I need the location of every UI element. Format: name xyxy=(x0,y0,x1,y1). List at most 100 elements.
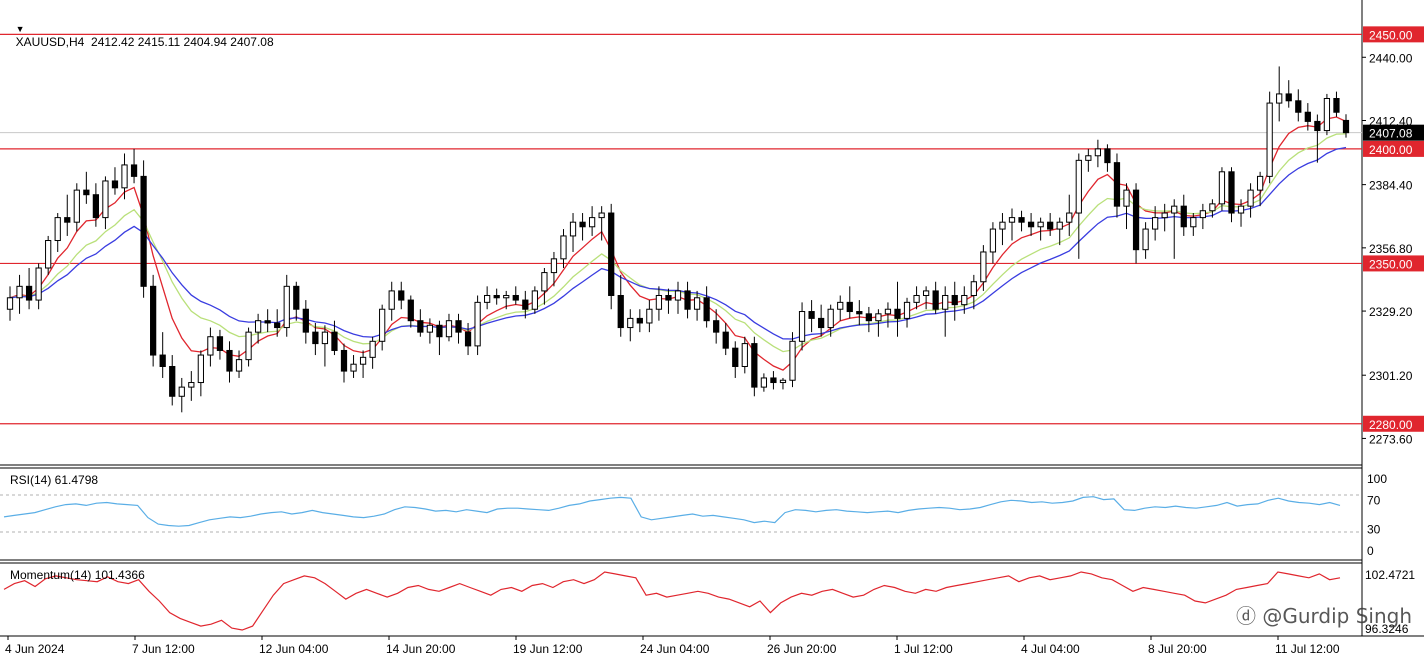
candle xyxy=(235,350,243,378)
candle-body xyxy=(445,320,453,338)
candle-body xyxy=(45,240,52,269)
rsi-scale-label: 0 xyxy=(1367,544,1374,558)
candle-body xyxy=(512,294,519,301)
candle-body xyxy=(608,212,615,296)
candle-body xyxy=(1171,205,1178,214)
candle-body xyxy=(235,359,243,372)
candle xyxy=(827,304,834,337)
triangle-down-icon[interactable]: ▼ xyxy=(15,24,25,34)
candle-body xyxy=(493,294,500,299)
level-badge xyxy=(1363,255,1424,272)
candle xyxy=(1094,139,1102,168)
level-badge xyxy=(1363,140,1424,157)
current-price-badge xyxy=(1363,124,1424,141)
candle-body xyxy=(436,324,443,338)
candle xyxy=(588,206,596,236)
candle xyxy=(617,274,624,337)
candle-body xyxy=(1027,221,1035,228)
candle xyxy=(16,274,23,314)
candle xyxy=(703,286,710,328)
candle-body xyxy=(16,285,23,299)
candle xyxy=(818,304,825,337)
candle xyxy=(522,290,529,319)
candle xyxy=(989,222,997,264)
rsi-pane[interactable] xyxy=(0,467,1362,561)
candle xyxy=(216,329,224,360)
candle-body xyxy=(588,217,596,228)
candle xyxy=(130,148,138,184)
candle xyxy=(922,286,930,310)
candle-body xyxy=(216,336,224,351)
candle xyxy=(646,300,653,333)
candle xyxy=(207,327,214,367)
candle-body xyxy=(245,331,252,361)
candle xyxy=(913,286,920,310)
candle xyxy=(484,286,491,310)
candle-body xyxy=(713,320,720,333)
candle xyxy=(417,309,424,337)
candle-body xyxy=(111,180,119,189)
candle-body xyxy=(197,354,204,384)
candle xyxy=(455,313,462,344)
candle-body xyxy=(350,363,357,372)
candle-body xyxy=(1295,100,1302,113)
candle xyxy=(951,281,958,321)
momentum-pane[interactable] xyxy=(0,562,1424,637)
candle-body xyxy=(293,285,300,310)
candle-body xyxy=(655,294,663,310)
candle xyxy=(779,377,787,390)
candle-body xyxy=(6,297,14,310)
symbol-header[interactable]: ▼ XAUUSD,H4 2412.42 2415.11 2404.94 2407… xyxy=(9,7,274,49)
candle xyxy=(264,309,271,333)
candle-body xyxy=(426,324,434,333)
candle-body xyxy=(340,349,348,372)
candle-body xyxy=(942,294,949,310)
candle-body xyxy=(379,308,386,342)
candle xyxy=(188,371,195,401)
candle-body xyxy=(25,285,33,301)
candle-body xyxy=(178,386,185,397)
candle-body xyxy=(312,331,319,345)
candle xyxy=(331,320,338,356)
candle xyxy=(274,309,281,337)
candle-body xyxy=(779,379,787,384)
candle-body xyxy=(846,301,853,313)
candle-body xyxy=(732,347,739,368)
candle-body xyxy=(560,235,567,260)
candle-body xyxy=(159,354,166,368)
candle xyxy=(865,306,872,333)
price-pane[interactable] xyxy=(0,0,1363,636)
level-badge xyxy=(1363,415,1424,432)
candle xyxy=(751,336,758,397)
time-label: 12 Jun 04:00 xyxy=(259,642,329,656)
candle xyxy=(1285,80,1292,108)
candle-body xyxy=(1323,97,1331,132)
candle xyxy=(655,286,663,321)
candle xyxy=(1199,203,1206,230)
candle xyxy=(713,309,720,344)
candle-body xyxy=(865,313,872,322)
candle-body xyxy=(140,175,147,287)
candle xyxy=(980,245,987,291)
candle-body xyxy=(970,281,977,296)
candle-body xyxy=(569,221,577,237)
candle xyxy=(1247,183,1254,218)
candle xyxy=(407,295,414,328)
time-label: 7 Jun 12:00 xyxy=(132,642,195,656)
candle-body xyxy=(1256,175,1264,191)
candle-body xyxy=(522,299,529,310)
candle xyxy=(293,281,300,321)
candle-body xyxy=(359,356,367,365)
candle xyxy=(464,322,472,356)
candle xyxy=(493,288,500,305)
candle-body xyxy=(464,331,472,347)
candle-body xyxy=(54,217,61,242)
candle xyxy=(837,295,844,321)
horizontal-levels[interactable]: 2450.00 2400.00 2350.00 2280.00 xyxy=(0,26,1424,432)
candle xyxy=(846,286,853,319)
time-label: 4 Jun 2024 xyxy=(5,642,65,656)
candle-body xyxy=(388,290,395,310)
candle xyxy=(398,281,405,310)
candle xyxy=(961,286,968,314)
